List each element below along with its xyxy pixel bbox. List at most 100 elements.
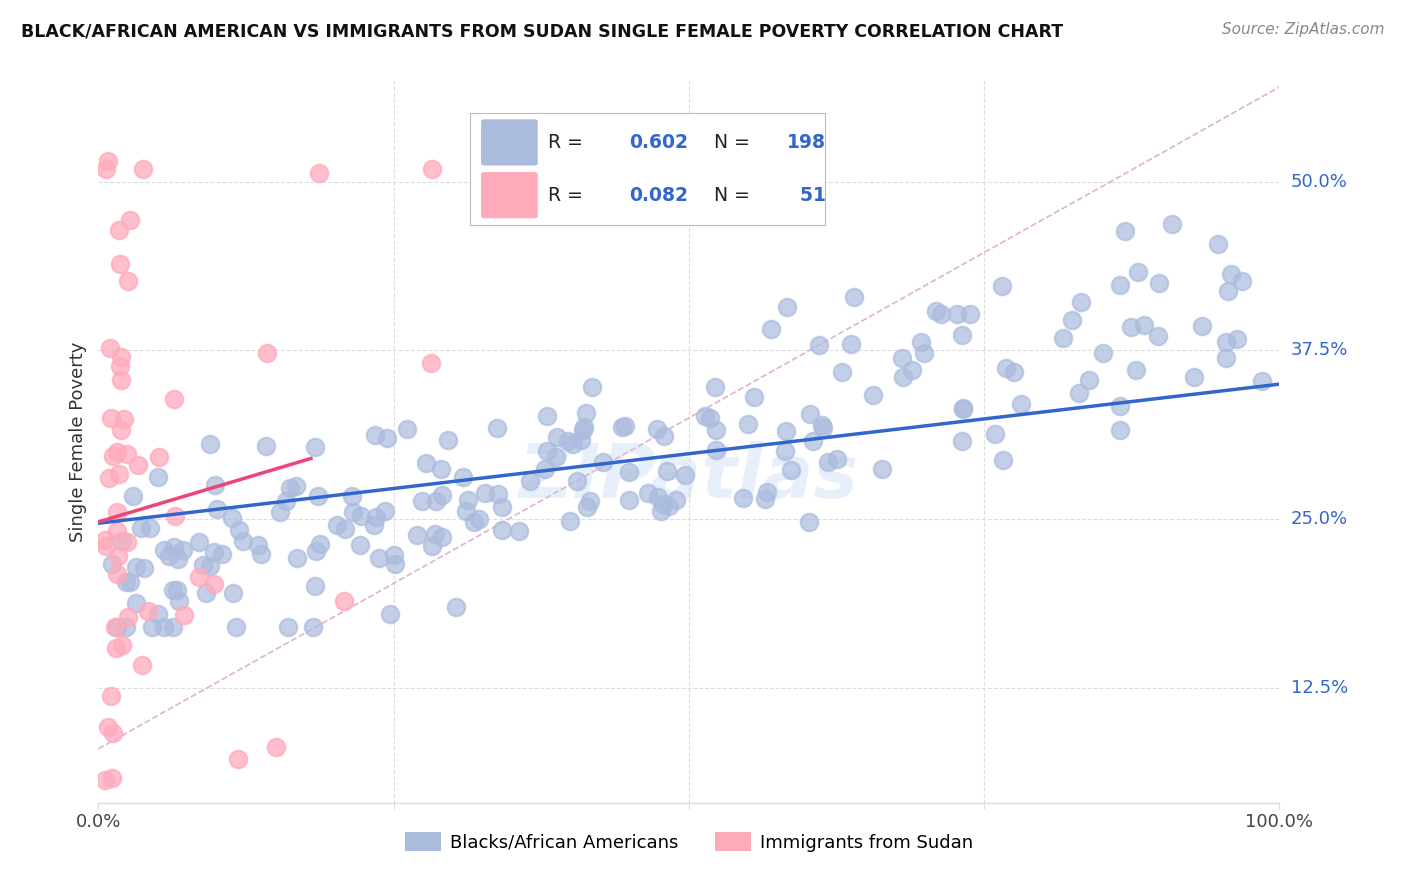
Point: [425, 526, 447, 541]
Point: [912, 346, 935, 360]
Point: [132, 560, 155, 574]
Text: 0.082: 0.082: [628, 186, 688, 204]
Point: [114, 574, 136, 589]
Point: [946, 308, 969, 322]
Point: [98, 341, 121, 355]
Point: [100, 689, 122, 703]
Point: [704, 442, 727, 457]
Point: [120, 575, 142, 590]
Point: [166, 583, 188, 598]
Point: [420, 162, 443, 177]
Point: [277, 620, 299, 634]
Point: [773, 444, 796, 458]
Point: [163, 509, 186, 524]
Point: [101, 557, 124, 571]
Point: [141, 620, 163, 634]
Text: 12.5%: 12.5%: [1291, 679, 1348, 697]
FancyBboxPatch shape: [481, 120, 537, 166]
Point: [167, 594, 190, 608]
Text: R =: R =: [548, 186, 589, 204]
Point: [1251, 374, 1274, 388]
Point: [733, 491, 755, 506]
Point: [925, 304, 948, 318]
Point: [665, 492, 688, 507]
Point: [304, 579, 326, 593]
Point: [105, 524, 128, 538]
Point: [744, 390, 766, 404]
Point: [1078, 373, 1101, 387]
Point: [112, 412, 135, 426]
Point: [1114, 224, 1136, 238]
Point: [432, 530, 454, 544]
Point: [693, 409, 716, 423]
Point: [1092, 346, 1115, 360]
Point: [350, 509, 373, 524]
Point: [565, 474, 588, 488]
Point: [572, 420, 595, 434]
Point: [546, 430, 568, 444]
Point: [105, 641, 128, 656]
Point: [900, 363, 922, 377]
Point: [952, 401, 974, 416]
Point: [576, 500, 599, 514]
Point: [1052, 331, 1074, 345]
Point: [98, 470, 121, 484]
Point: [1182, 370, 1205, 384]
Point: [107, 567, 129, 582]
Point: [115, 447, 138, 461]
Point: [1216, 285, 1239, 299]
Point: [699, 411, 721, 425]
Point: [256, 346, 278, 360]
Point: [952, 401, 974, 415]
Point: [557, 434, 579, 449]
Point: [536, 443, 558, 458]
Point: [167, 552, 190, 566]
Point: [569, 433, 592, 447]
Point: [129, 520, 152, 534]
Point: [302, 620, 325, 634]
Point: [97, 154, 120, 169]
Point: [163, 392, 186, 406]
Point: [893, 370, 915, 384]
Point: [363, 517, 385, 532]
Point: [349, 537, 371, 551]
Point: [444, 600, 467, 615]
Point: [1232, 274, 1254, 288]
Point: [463, 516, 485, 530]
Point: [1208, 237, 1230, 252]
Point: [326, 518, 349, 533]
Point: [811, 421, 834, 435]
Point: [658, 499, 681, 513]
Point: [333, 523, 356, 537]
Point: [308, 166, 330, 180]
Point: [107, 549, 129, 563]
Point: [425, 494, 447, 508]
Point: [228, 524, 250, 538]
Point: [984, 426, 1007, 441]
Text: N =: N =: [714, 186, 755, 204]
Text: Source: ZipAtlas.com: Source: ZipAtlas.com: [1222, 22, 1385, 37]
Point: [152, 620, 174, 634]
Point: [1109, 399, 1132, 413]
Point: [139, 521, 162, 535]
Point: [198, 559, 221, 574]
Point: [652, 497, 675, 511]
Point: [950, 434, 973, 448]
Point: [131, 658, 153, 673]
Point: [1109, 278, 1132, 293]
Point: [287, 551, 309, 566]
Point: [225, 620, 247, 634]
Point: [1146, 329, 1168, 343]
Point: [592, 455, 614, 469]
Text: 37.5%: 37.5%: [1291, 342, 1348, 359]
Point: [124, 559, 146, 574]
Text: ZIPatlas: ZIPatlas: [519, 442, 859, 514]
Point: [138, 604, 160, 618]
Point: [132, 162, 155, 177]
Point: [704, 423, 727, 437]
Point: [254, 439, 277, 453]
Point: [420, 539, 443, 553]
Point: [364, 510, 387, 524]
Point: [1219, 267, 1241, 281]
Text: 0.602: 0.602: [628, 133, 688, 152]
